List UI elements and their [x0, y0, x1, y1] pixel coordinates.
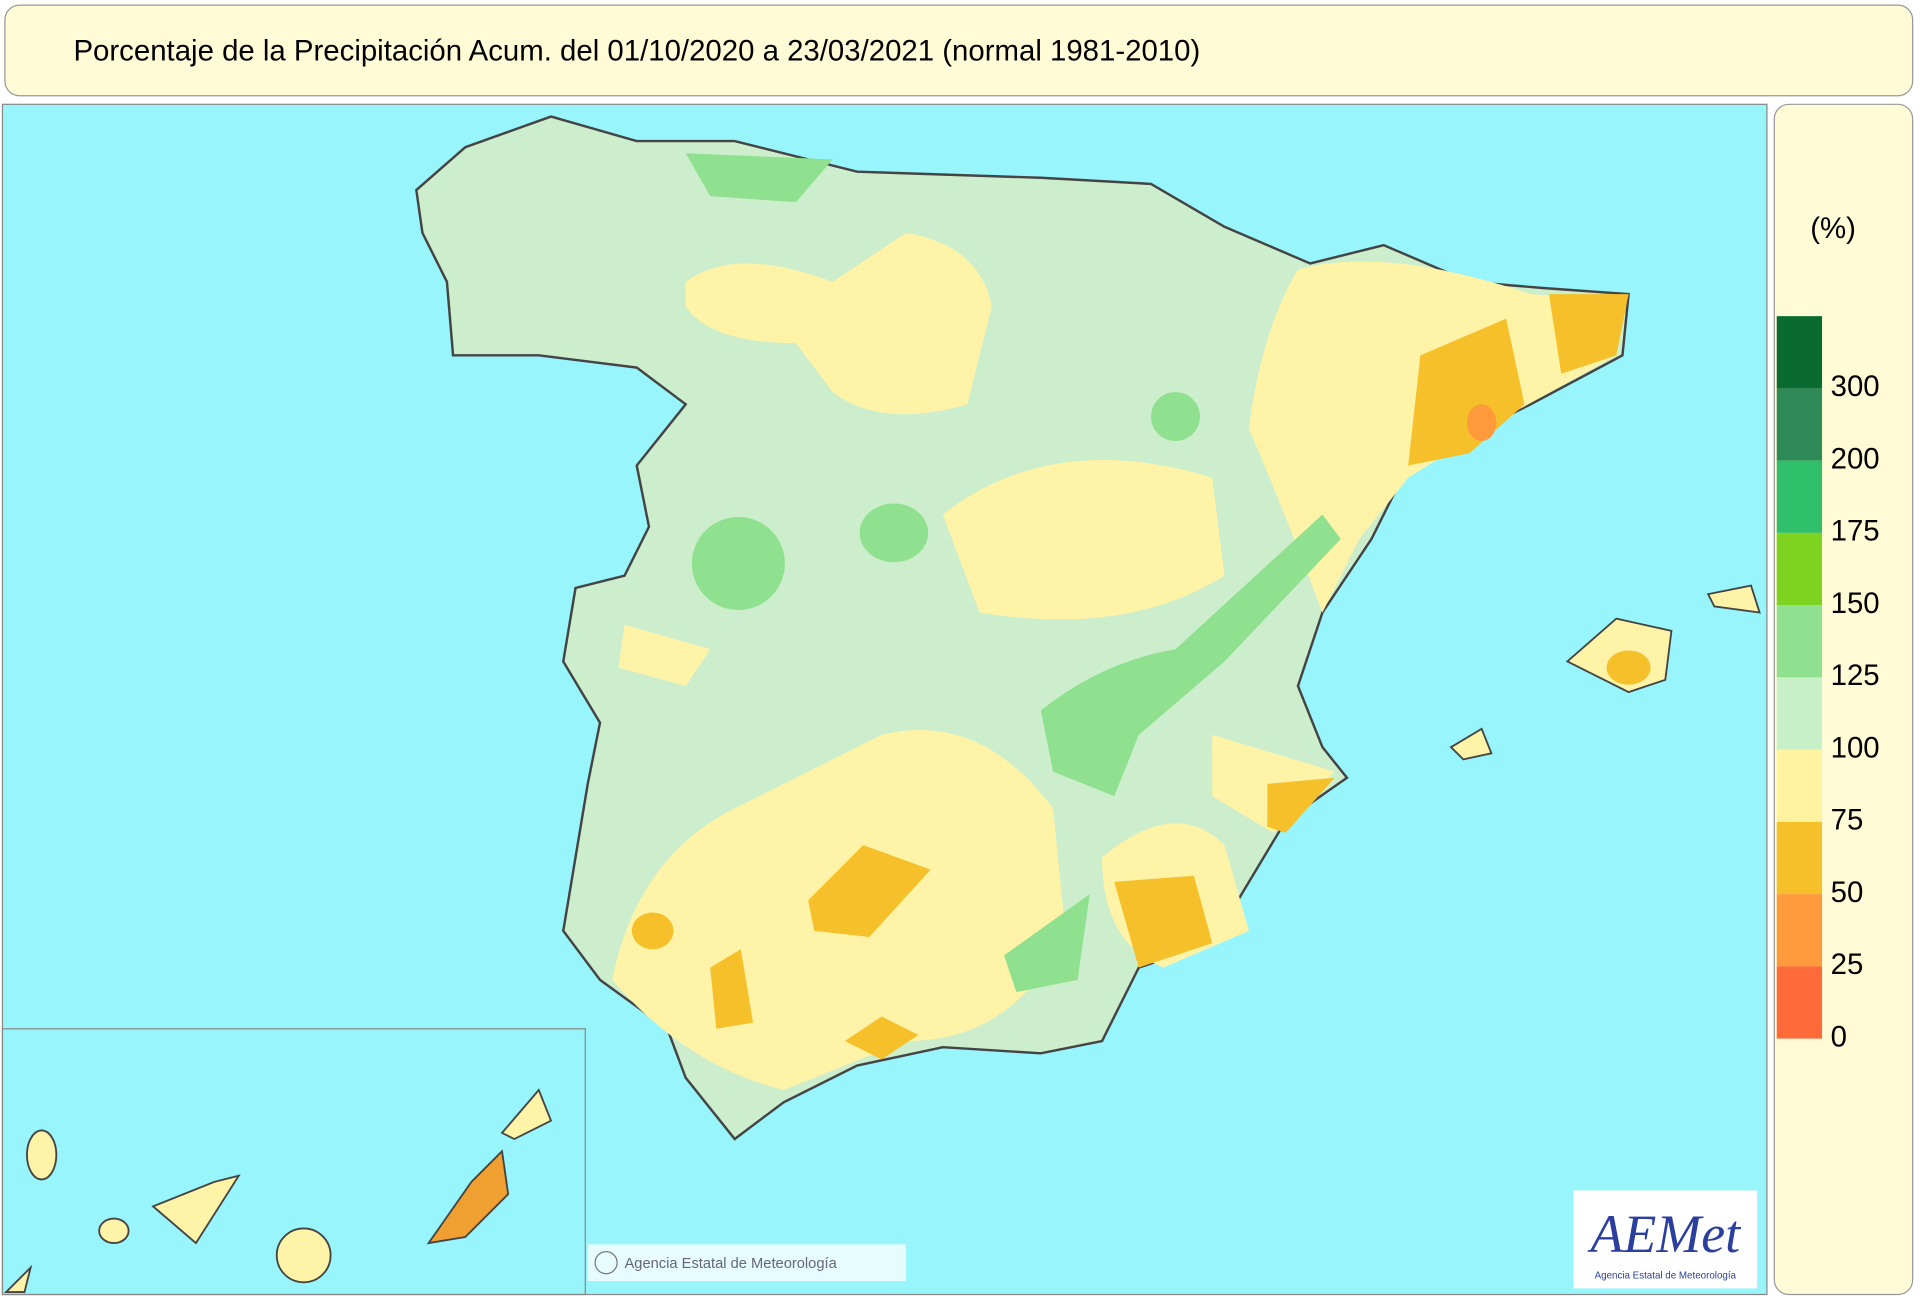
- legend-label: 50: [1831, 876, 1864, 909]
- logo-caption: Agencia Estatal de Meteorología: [1595, 1271, 1737, 1282]
- legend-band: [1776, 605, 1823, 678]
- green-areas: [685, 153, 1341, 993]
- legend-label: 125: [1831, 659, 1880, 692]
- copyright-icon: [594, 1251, 618, 1275]
- legend-band: [1776, 821, 1823, 895]
- legend-label: 25: [1831, 948, 1864, 981]
- title-box: [4, 4, 1914, 97]
- legend-band: [1776, 749, 1823, 822]
- legend-band: [1776, 894, 1823, 967]
- legend-band: [1776, 677, 1823, 750]
- legend-label: 75: [1831, 804, 1864, 837]
- legend: 300 200 175 150 125 100 75 50 25 0: [1776, 316, 1880, 1053]
- orange-spot: [1466, 404, 1497, 442]
- legend-band: [1776, 388, 1823, 461]
- canary-inset: [1, 1028, 586, 1296]
- legend-label: 150: [1831, 587, 1880, 620]
- credit: Agencia Estatal de Meteorología: [624, 1256, 837, 1272]
- legend-band: [1776, 966, 1823, 1039]
- credit-box: [587, 1244, 907, 1282]
- legend-band: [1776, 460, 1823, 533]
- logo-box: [1573, 1190, 1758, 1289]
- title: Porcentaje de la Precipitación Acum. del…: [73, 35, 1200, 68]
- legend-label: 200: [1831, 442, 1880, 475]
- legend-label: 0: [1831, 1020, 1847, 1053]
- balearic-orange: [1606, 650, 1651, 685]
- canaries: [3, 1088, 553, 1293]
- legend-band: [1776, 316, 1823, 389]
- legend-band: [1776, 532, 1823, 606]
- legend-unit: (%): [1810, 212, 1856, 245]
- logo: AEMet: [1588, 1204, 1743, 1264]
- legend-label: 100: [1831, 731, 1880, 764]
- legend-label: 175: [1831, 515, 1880, 548]
- legend-label: 300: [1831, 370, 1880, 403]
